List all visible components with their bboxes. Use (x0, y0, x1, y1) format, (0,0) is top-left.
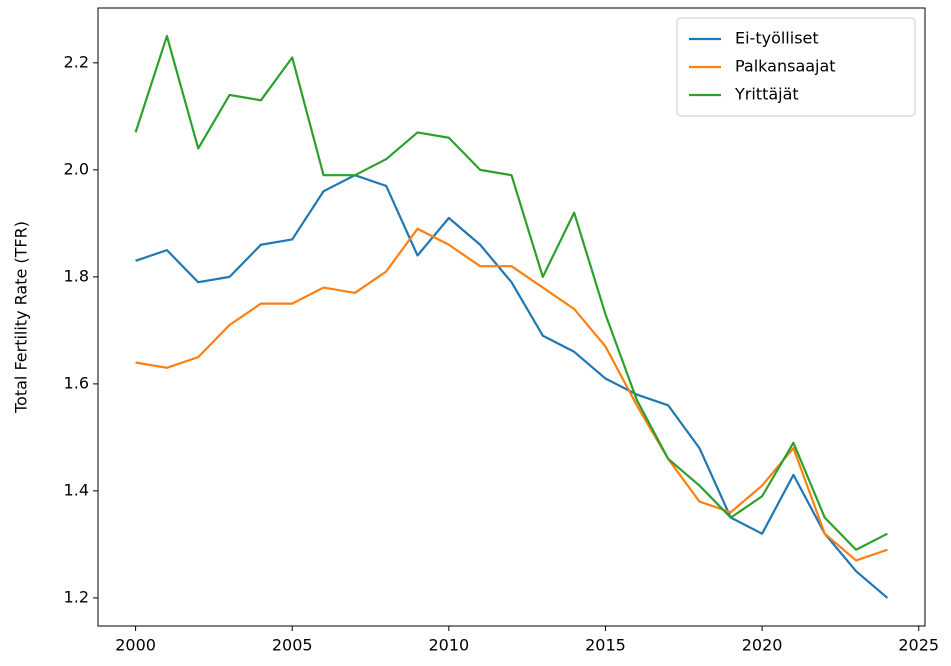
y-tick-label: 2.0 (64, 159, 89, 178)
x-tick-label: 2025 (898, 636, 939, 655)
x-tick-label: 2000 (115, 636, 156, 655)
axes-frame (97, 7, 926, 627)
line-series (135, 174, 889, 599)
line-series (135, 227, 888, 562)
x-tick-label: 2015 (585, 636, 626, 655)
x-tick-label: 2020 (742, 636, 783, 655)
legend-label: Yrittäjät (734, 85, 799, 104)
x-tick-label: 2005 (272, 636, 313, 655)
y-tick-label: 1.8 (64, 266, 89, 285)
y-axis-label: Total Fertility Rate (TFR) (12, 221, 31, 414)
y-tick-label: 1.6 (64, 373, 89, 392)
y-tick-label: 2.2 (64, 52, 89, 71)
legend-label: Ei-työlliset (735, 29, 819, 48)
legend-box (676, 17, 916, 117)
line-series (134, 34, 888, 551)
y-tick-label: 1.2 (64, 587, 89, 606)
x-tick-label: 2010 (428, 636, 469, 655)
y-tick-label: 1.4 (64, 480, 89, 499)
legend-label: Palkansaajat (735, 57, 836, 76)
